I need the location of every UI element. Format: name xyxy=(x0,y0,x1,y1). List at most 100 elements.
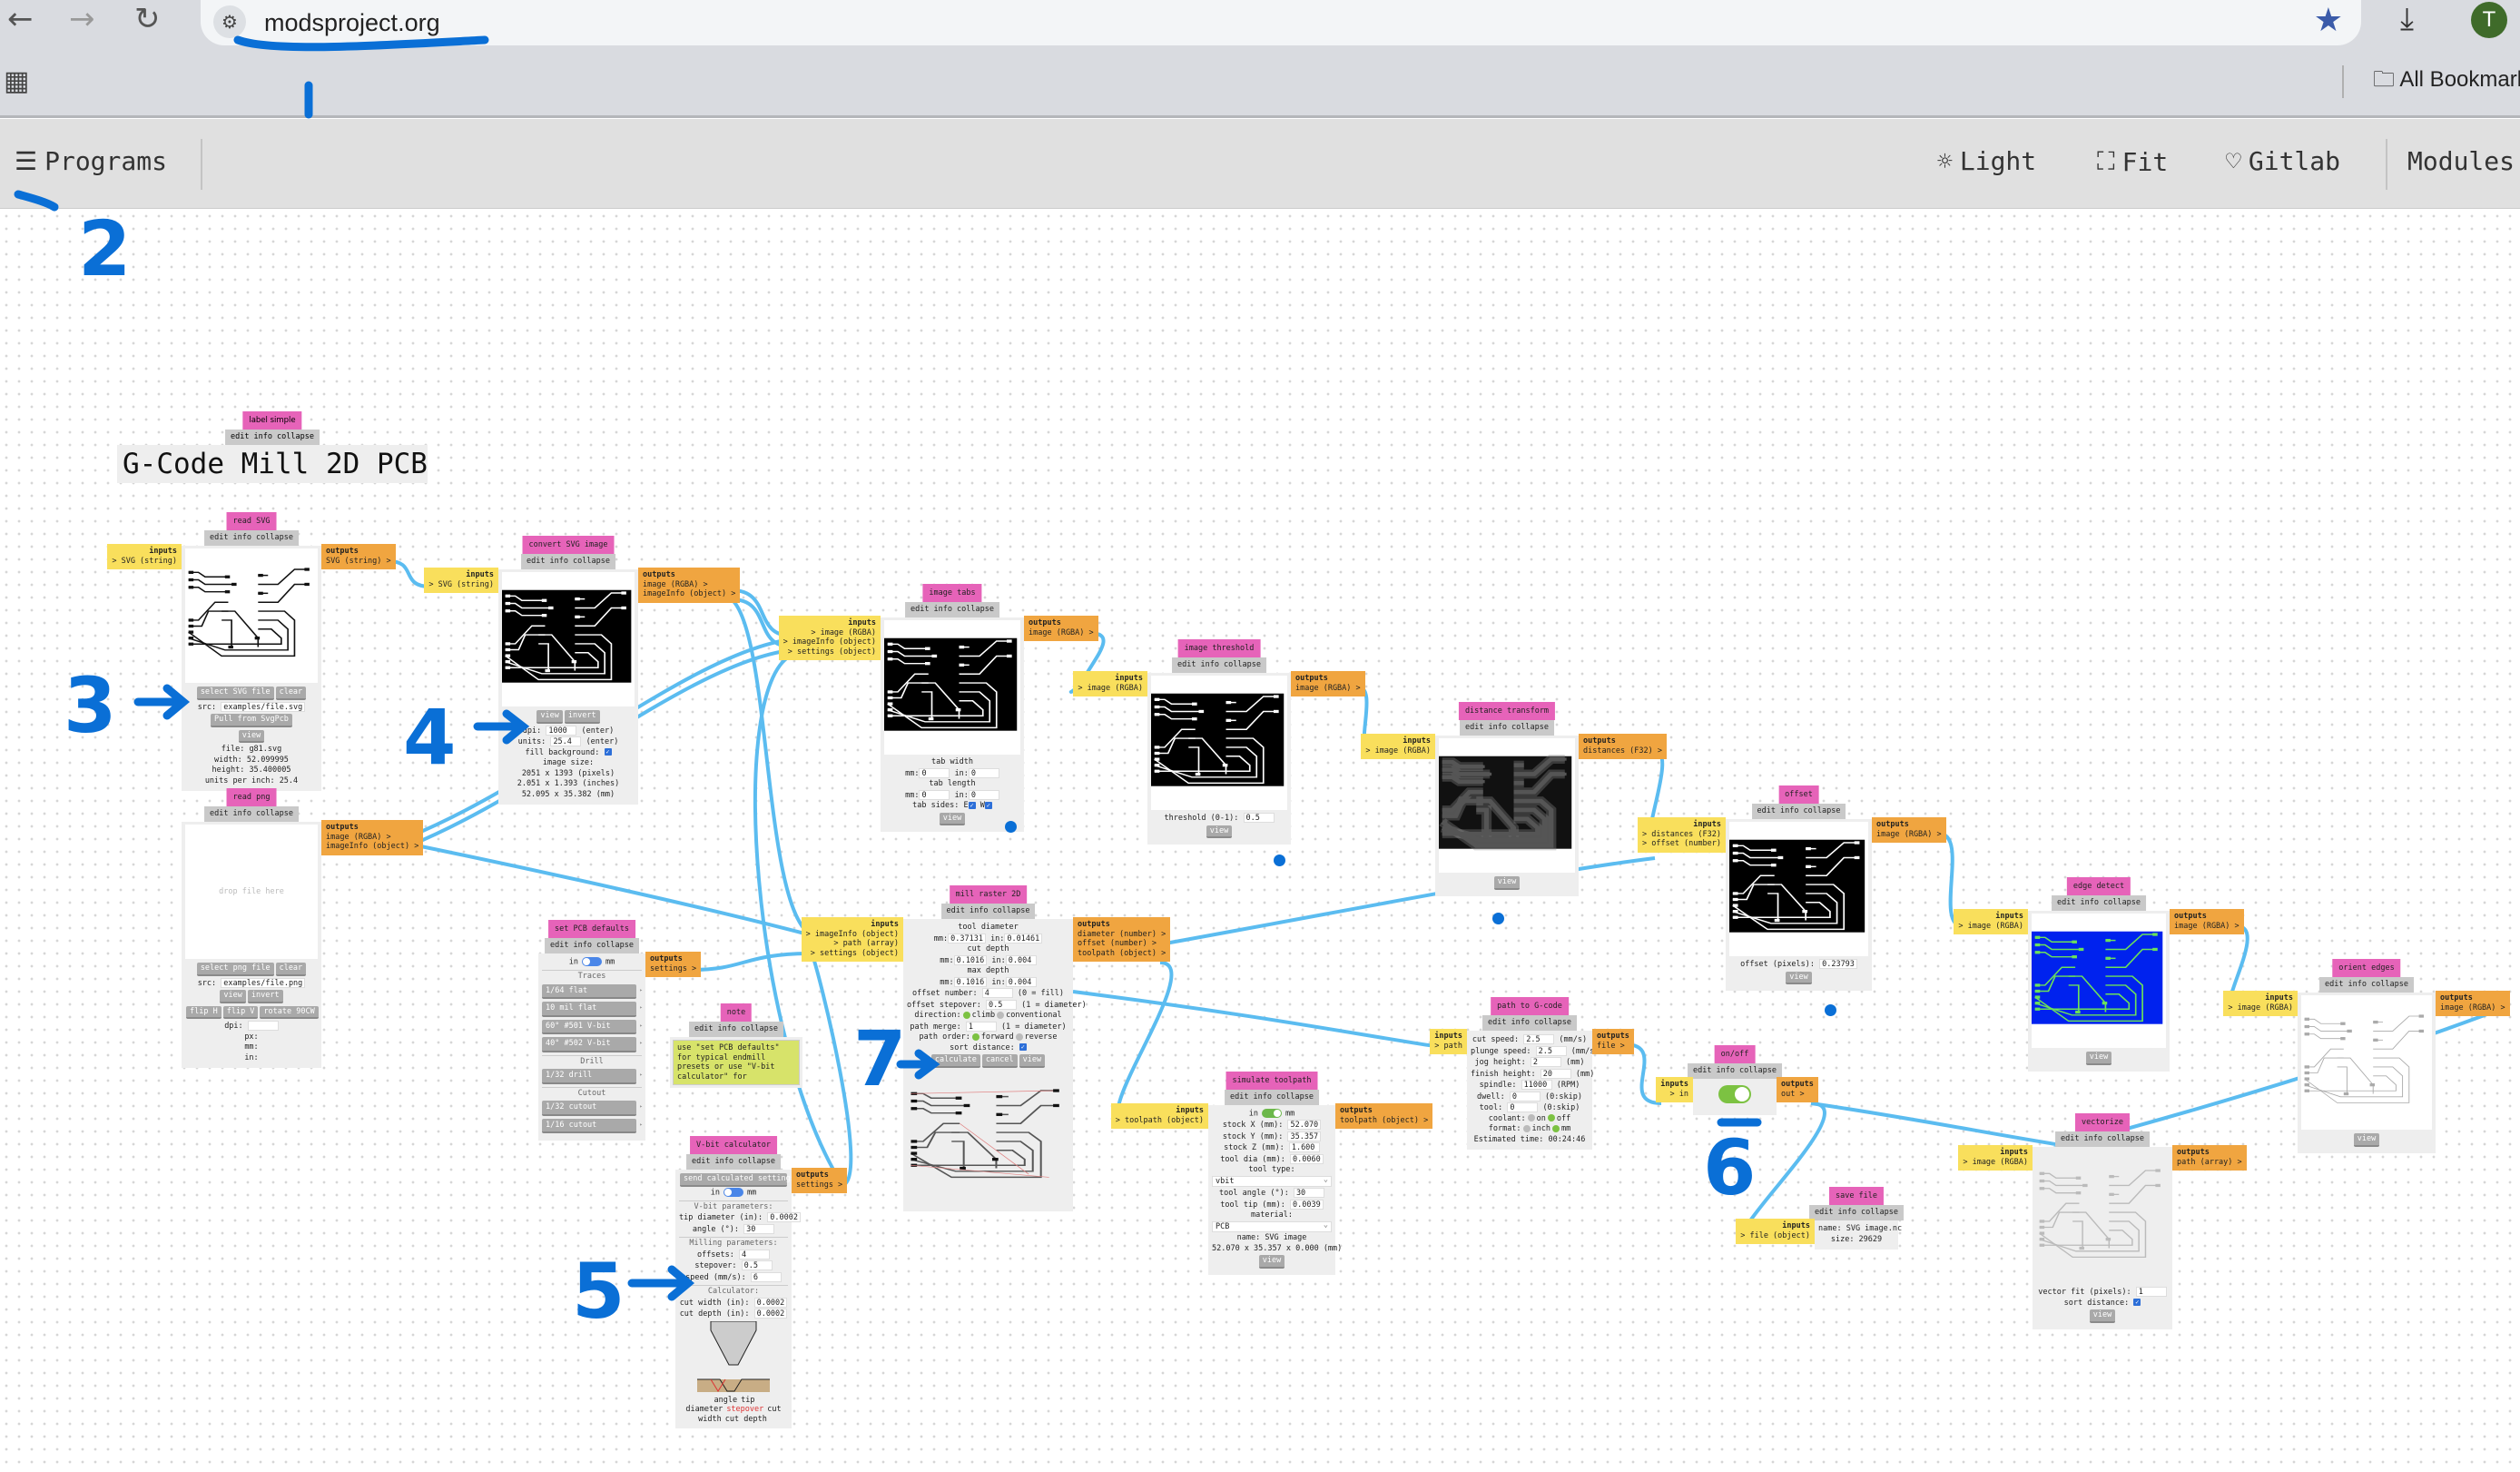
mm-input[interactable]: 0.37131 xyxy=(948,933,986,943)
collapse-button[interactable]: collapse xyxy=(596,941,634,950)
note-textarea[interactable]: use "set PCB defaults" for typical endmi… xyxy=(673,1040,800,1085)
text-input[interactable]: 2 xyxy=(1530,1057,1561,1067)
button[interactable]: view xyxy=(2089,1309,2116,1323)
edit-button[interactable]: edit xyxy=(694,1024,714,1033)
button[interactable]: view xyxy=(1258,1255,1285,1269)
text-input[interactable]: 52.070 xyxy=(1287,1120,1322,1130)
text-input[interactable]: 1000 xyxy=(546,725,577,736)
site-info-icon[interactable]: ⚙ xyxy=(213,5,246,38)
info-button[interactable]: info xyxy=(717,1024,737,1033)
button[interactable]: flip H xyxy=(186,1005,221,1019)
module-title[interactable]: label simple xyxy=(242,411,302,430)
drop-zone[interactable]: drop file here xyxy=(185,825,318,959)
input-port[interactable]: > toolpath (object) xyxy=(1115,1115,1204,1125)
mm-input[interactable]: 0 xyxy=(919,789,950,800)
unit-toggle[interactable] xyxy=(582,957,602,966)
module-title[interactable]: image tabs xyxy=(922,583,982,602)
collapse-button[interactable]: collapse xyxy=(1511,723,1549,732)
module-title[interactable]: edge detect xyxy=(2066,876,2131,895)
edit-button[interactable]: edit xyxy=(1757,806,1777,815)
text-input[interactable]: 0.23793 xyxy=(1819,959,1857,969)
edit-button[interactable]: edit xyxy=(2325,980,2344,989)
gitlab-button[interactable]: ♡ Gitlab xyxy=(2226,146,2340,176)
text-input[interactable]: 1.600 xyxy=(1288,1142,1320,1152)
info-button[interactable]: info xyxy=(1511,1018,1531,1027)
collapse-button[interactable]: collapse xyxy=(2371,980,2408,989)
input-port[interactable]: > image (RGBA) xyxy=(2228,1003,2293,1013)
collapse-button[interactable]: collapse xyxy=(1534,1018,1571,1027)
info-button[interactable]: info xyxy=(2080,898,2100,907)
info-button[interactable]: info xyxy=(1780,806,1799,815)
button[interactable]: cancel xyxy=(981,1054,1018,1068)
button[interactable]: invert xyxy=(247,990,283,1003)
dropdown[interactable]: vbit xyxy=(1212,1175,1332,1187)
input-port[interactable]: > settings (object) xyxy=(787,647,876,657)
url-text[interactable]: modsproject.org xyxy=(264,8,440,36)
module-title[interactable]: read SVG xyxy=(226,511,277,530)
info-button[interactable]: info xyxy=(2348,980,2367,989)
button[interactable]: view xyxy=(2085,1052,2112,1065)
info-button[interactable]: info xyxy=(232,533,252,542)
button[interactable]: rotate 90CW xyxy=(260,1005,319,1019)
text-input[interactable]: 0.0039 xyxy=(1290,1199,1324,1210)
radio-button[interactable] xyxy=(1547,1114,1555,1121)
text-input[interactable]: 4 xyxy=(981,988,1013,998)
forward-icon[interactable]: → xyxy=(69,1,95,37)
in-input[interactable]: 0.01461 xyxy=(1004,933,1043,943)
input-port[interactable]: > offset (number) xyxy=(1642,839,1721,848)
button[interactable]: calculate xyxy=(930,1054,980,1068)
radio-button[interactable] xyxy=(1522,1124,1531,1132)
button[interactable]: send calculated settings xyxy=(680,1173,795,1187)
input-port[interactable]: > path xyxy=(1434,1041,1462,1051)
button[interactable]: view xyxy=(536,710,563,724)
button[interactable]: clear xyxy=(275,963,307,976)
in-input[interactable]: 0 xyxy=(968,789,999,800)
collapse-button[interactable]: collapse xyxy=(256,809,293,818)
info-button[interactable]: info xyxy=(253,432,273,441)
collapse-button[interactable]: collapse xyxy=(1861,1208,1898,1217)
module-title[interactable]: convert SVG image xyxy=(522,535,615,554)
radio-button[interactable] xyxy=(1015,1032,1023,1041)
edit-button[interactable]: edit xyxy=(1815,1208,1834,1217)
edit-button[interactable]: edit xyxy=(210,533,229,542)
output-port[interactable]: distances (F32) > xyxy=(1583,746,1662,756)
apps-grid-icon[interactable]: ▦ xyxy=(4,65,30,97)
module-title[interactable]: orient edges xyxy=(2332,958,2401,977)
edit-button[interactable]: edit xyxy=(527,557,546,566)
text-input[interactable]: examples/file.svg xyxy=(221,701,306,712)
info-button[interactable]: info xyxy=(1253,1092,1273,1102)
input-port[interactable]: > path (array) xyxy=(833,939,899,948)
edit-button[interactable]: edit xyxy=(2057,898,2076,907)
text-input[interactable] xyxy=(247,1021,279,1031)
button[interactable]: select SVG file xyxy=(196,687,274,700)
output-port[interactable]: imageInfo (object) > xyxy=(326,842,419,851)
output-port[interactable]: SVG (string) > xyxy=(326,556,391,566)
text-input[interactable]: 1 xyxy=(2135,1287,2167,1297)
checkbox[interactable]: ✓ xyxy=(2133,1299,2141,1306)
text-input[interactable]: 0.5 xyxy=(741,1260,773,1270)
preset-button[interactable]: 40° #502 V-bit xyxy=(542,1037,643,1052)
text-input[interactable]: 1 xyxy=(965,1021,997,1032)
input-port[interactable]: > image (RGBA) xyxy=(1365,746,1431,756)
all-bookmarks-button[interactable]: 🗀 All Bookmarks xyxy=(2373,64,2520,101)
unit-toggle[interactable] xyxy=(724,1187,743,1197)
download-icon[interactable]: ⤓ xyxy=(2400,1,2415,37)
reload-icon[interactable]: ↻ xyxy=(134,1,161,37)
module-title[interactable]: vectorize xyxy=(2074,1112,2131,1131)
fit-button[interactable]: ⛶ Fit xyxy=(2097,146,2168,177)
module-title[interactable]: simulate toolpath xyxy=(1226,1071,1318,1090)
edit-button[interactable]: edit xyxy=(2061,1134,2080,1143)
text-input[interactable]: 0.0002 xyxy=(753,1309,788,1319)
input-port[interactable]: > imageInfo (object) xyxy=(783,637,876,647)
checkbox[interactable]: ✓ xyxy=(968,801,976,809)
edit-button[interactable]: edit xyxy=(1177,660,1196,669)
button[interactable]: select png file xyxy=(196,963,274,976)
module-title[interactable]: save file xyxy=(1828,1186,1885,1205)
module-title[interactable]: V-bit calculator xyxy=(690,1135,777,1154)
info-button[interactable]: info xyxy=(573,941,593,950)
text-input[interactable]: 4 xyxy=(739,1249,771,1260)
input-port[interactable]: > SVG (string) xyxy=(112,556,177,566)
dropdown[interactable]: PCB xyxy=(1212,1220,1332,1232)
checkbox[interactable]: ✓ xyxy=(604,748,612,756)
input-port[interactable]: > in xyxy=(1669,1089,1688,1099)
